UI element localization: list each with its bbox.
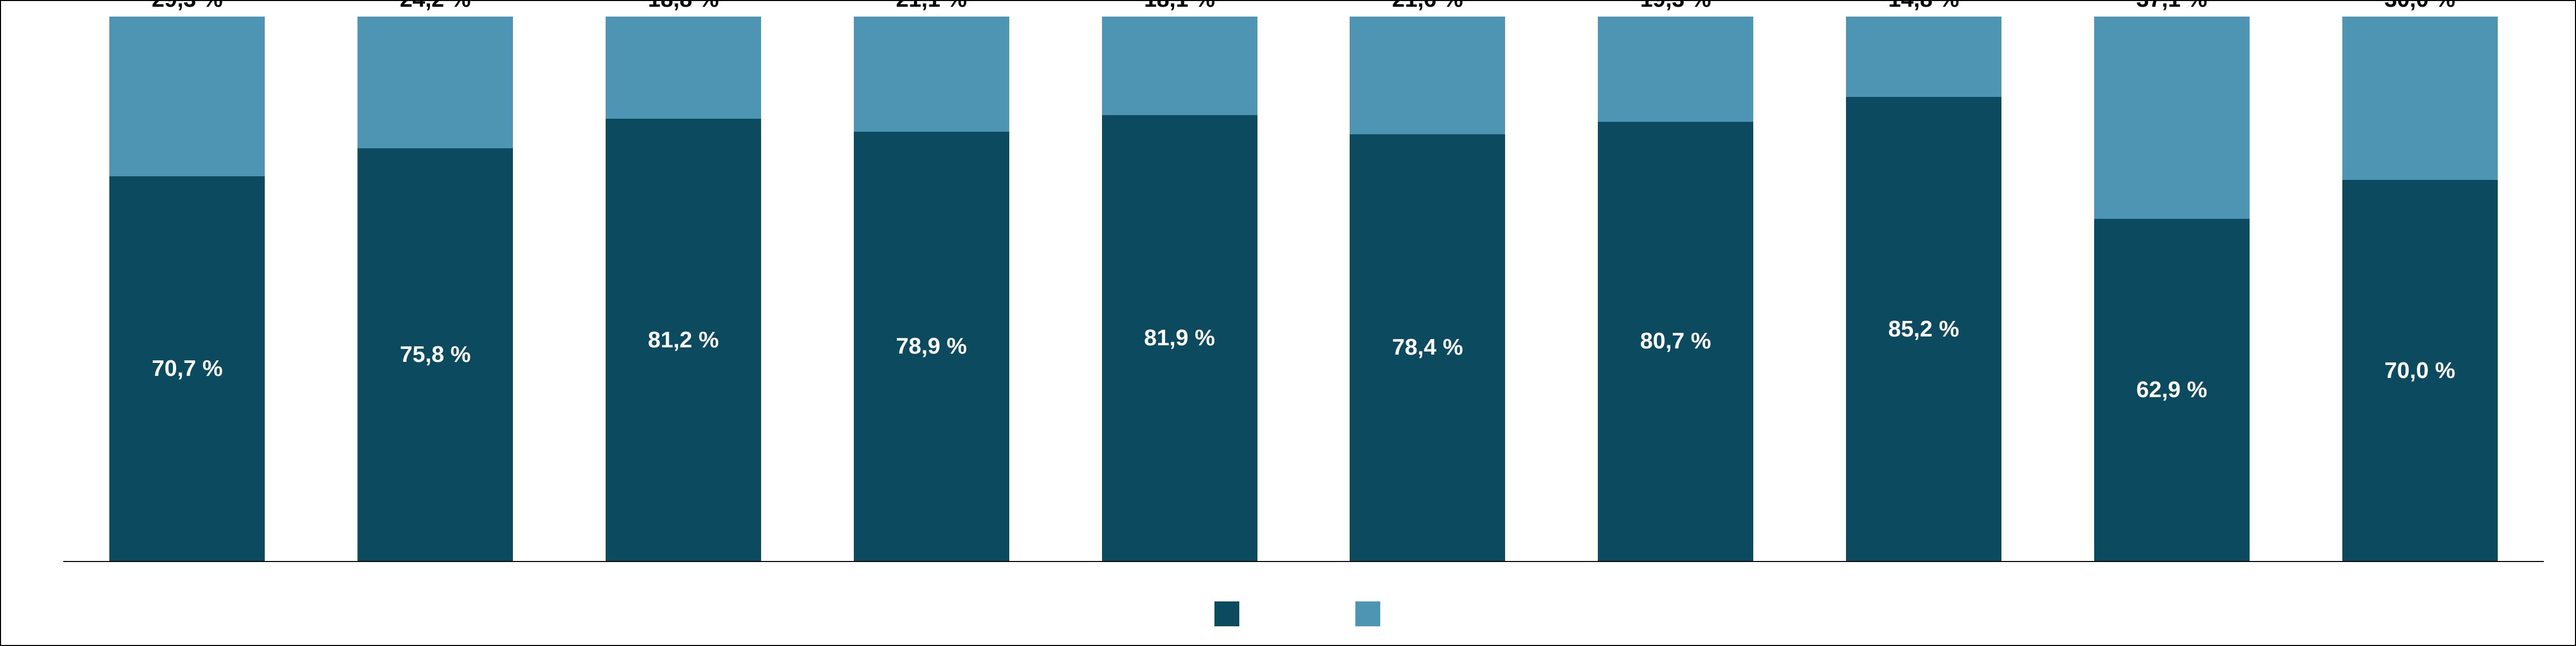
bar-segment-top: 18,8 % [606,17,761,119]
bar-bottom-label: 62,9 % [2136,377,2207,403]
bar-bottom-label: 78,9 % [896,333,967,359]
bar: 18,1 % 81,9 % [1102,17,1257,561]
bar-bottom-label: 81,2 % [648,327,719,353]
bar-top-label: 18,1 % [1102,0,1257,12]
bar: 29,3 % 70,7 % [109,17,265,561]
plot-area: 29,3 % 70,7 % 24,2 % 75,8 % 18,8 % 81,2 % 21,1… [63,17,2544,562]
bar: 14,8 % 85,2 % [1846,17,2001,561]
bar-segment-bottom: 78,4 % [1350,134,1505,561]
bar: 21,1 % 78,9 % [854,17,1009,561]
legend-swatch [1214,601,1239,626]
bar-top-label: 21,6 % [1350,0,1505,12]
bar-segment-bottom: 78,9 % [854,132,1009,561]
legend-item [1214,601,1252,626]
bar-top-label: 37,1 % [2094,0,2250,12]
bar-bottom-label: 70,7 % [152,356,223,382]
bar-segment-top: 21,1 % [854,17,1009,132]
bar-top-label: 14,8 % [1846,0,2001,12]
bar: 30,0 % 70,0 % [2342,17,2498,561]
legend-swatch [1355,601,1380,626]
chart-frame: 29,3 % 70,7 % 24,2 % 75,8 % 18,8 % 81,2 % 21,1… [0,0,2576,646]
bar: 21,6 % 78,4 % [1350,17,1505,561]
bar-segment-bottom: 75,8 % [357,148,513,561]
bar-top-label: 24,2 % [357,0,513,12]
bar-top-label: 18,8 % [606,0,761,12]
bar-segment-bottom: 80,7 % [1598,122,1753,561]
bar-top-label: 30,0 % [2342,0,2498,12]
bar-segment-top: 37,1 % [2094,17,2250,219]
bar-segment-bottom: 62,9 % [2094,219,2250,561]
bar-segment-top: 14,8 % [1846,17,2001,97]
x-axis [63,562,2544,593]
bar: 24,2 % 75,8 % [357,17,513,561]
bar-top-label: 29,3 % [109,0,265,12]
bar-segment-top: 19,3 % [1598,17,1753,122]
bar: 37,1 % 62,9 % [2094,17,2250,561]
bar-bottom-label: 70,0 % [2384,358,2455,384]
bar-bottom-label: 78,4 % [1392,334,1463,360]
bar-segment-top: 30,0 % [2342,17,2498,180]
bar-segment-top: 21,6 % [1350,17,1505,134]
bar-bottom-label: 80,7 % [1640,328,1711,354]
legend-item [1355,601,1393,626]
bar-segment-bottom: 81,2 % [606,119,761,561]
bar-segment-bottom: 70,0 % [2342,180,2498,561]
bar-bottom-label: 85,2 % [1888,316,1959,342]
bar-segment-bottom: 70,7 % [109,176,265,561]
legend [63,593,2544,635]
bar-bottom-label: 81,9 % [1144,325,1215,351]
bar-segment-bottom: 81,9 % [1102,115,1257,561]
bar-bottom-label: 75,8 % [400,342,471,368]
bar-top-label: 21,1 % [854,0,1009,12]
bar: 19,3 % 80,7 % [1598,17,1753,561]
bar-segment-top: 29,3 % [109,17,265,176]
bar-segment-top: 24,2 % [357,17,513,148]
bar-top-label: 19,3 % [1598,0,1753,12]
bar: 18,8 % 81,2 % [606,17,761,561]
bar-segment-bottom: 85,2 % [1846,97,2001,561]
bar-segment-top: 18,1 % [1102,17,1257,115]
